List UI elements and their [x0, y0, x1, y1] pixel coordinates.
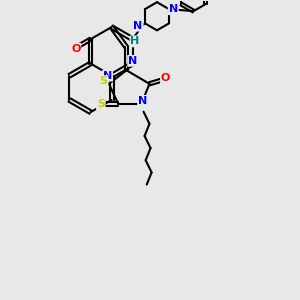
- Text: N: N: [169, 4, 178, 14]
- Text: S: S: [97, 99, 105, 109]
- Text: N: N: [103, 71, 112, 81]
- Text: S: S: [100, 76, 107, 86]
- Text: N: N: [134, 21, 143, 31]
- Text: N: N: [138, 96, 147, 106]
- Text: O: O: [161, 74, 170, 83]
- Text: H: H: [130, 36, 140, 46]
- Text: N: N: [128, 56, 137, 66]
- Text: O: O: [71, 44, 80, 54]
